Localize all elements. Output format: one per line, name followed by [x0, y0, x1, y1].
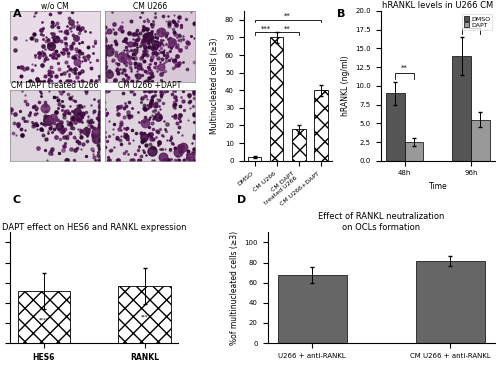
Title: CM DAPT treated U266: CM DAPT treated U266 [12, 81, 99, 90]
Y-axis label: Multinucleated cells (≥3): Multinucleated cells (≥3) [210, 38, 220, 134]
Title: DAPT effect on HES6 and RANKL expression: DAPT effect on HES6 and RANKL expression [2, 223, 186, 232]
Text: D: D [238, 195, 247, 205]
Text: **: ** [284, 26, 291, 31]
Text: **: ** [284, 13, 291, 19]
Bar [118, 286, 171, 343]
Text: A: A [12, 9, 21, 19]
Bar [452, 56, 471, 161]
Bar [471, 120, 490, 161]
Text: ***: *** [141, 315, 148, 320]
Text: C: C [12, 195, 20, 205]
Text: ****: **** [39, 317, 49, 322]
Text: B: B [338, 9, 346, 19]
Title: Effect of RANKL neutralization
on OCLs formation: Effect of RANKL neutralization on OCLs f… [318, 212, 444, 232]
Bar [416, 261, 484, 343]
Legend: DMSO, DAPT: DMSO, DAPT [462, 14, 492, 30]
Text: **: ** [468, 20, 474, 26]
Bar [386, 93, 404, 161]
Y-axis label: hRANKL (ng/ml): hRANKL (ng/ml) [340, 55, 349, 116]
Bar [278, 274, 347, 343]
Title: hRANKL levels in U266 CM: hRANKL levels in U266 CM [382, 1, 494, 10]
X-axis label: Time: Time [428, 182, 447, 191]
Bar [404, 142, 423, 161]
Title: w/o CM: w/o CM [41, 2, 69, 11]
Title: CM U266: CM U266 [132, 2, 167, 11]
Title: CM U266 +DAPT: CM U266 +DAPT [118, 81, 182, 90]
Bar [248, 157, 262, 161]
Bar [314, 90, 328, 161]
Bar [270, 37, 283, 161]
Y-axis label: %of multinucleated cells (≥3): %of multinucleated cells (≥3) [230, 231, 239, 345]
Bar [292, 129, 306, 161]
Text: **: ** [401, 65, 408, 71]
Text: ***: *** [260, 26, 270, 31]
Bar [18, 291, 70, 343]
